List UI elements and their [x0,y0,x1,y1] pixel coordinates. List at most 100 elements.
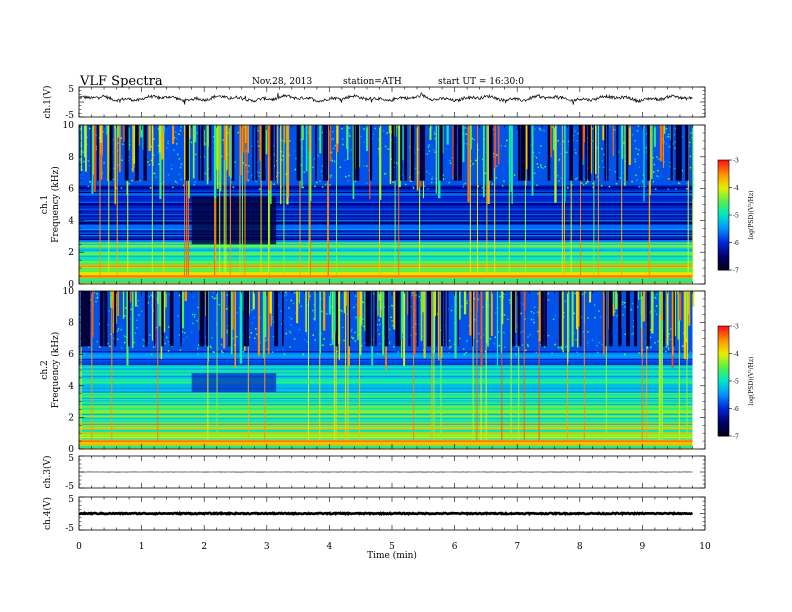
spectro-noise [423,185,426,187]
spectro-sferic [662,125,665,168]
spectro-noise [145,353,148,356]
spectro-noise [442,174,444,176]
spectro-noise [282,155,284,157]
colorbar-cell [718,251,729,254]
spectro-noise [495,177,498,179]
spectro-band [79,233,693,236]
spectro-noise [632,325,635,328]
spectro-gap [517,125,521,181]
spectro-noise [248,336,250,339]
spectro-sferic [330,125,332,162]
colorbar-cell [718,327,729,331]
spectro-sferic [122,291,125,319]
spectro-noise [330,151,333,153]
spectro-noise [665,143,668,145]
figure-title: VLF Spectra [79,74,163,89]
spectro-sferic [435,125,437,194]
spectro-noise [86,136,89,139]
spectro-noise [509,353,512,356]
spectro-noise [474,318,476,321]
spectro-noise [275,175,277,178]
colorbar-cell [718,382,729,386]
y-tick-label: 4 [68,382,74,392]
spectro-noise [313,158,316,160]
spectro-noise [382,130,385,132]
spectro-sferic [678,291,682,321]
spectro-noise [136,319,138,322]
spectro-sferic [429,125,432,141]
spectro-gap [618,291,622,347]
spectro-gap [262,125,266,181]
spectro-sferic-full [216,305,218,442]
spectro-sferic-full [538,341,540,442]
spectro-noise [303,171,305,174]
spectro-gap [663,291,665,347]
time-tick-label: 7 [514,542,520,552]
spectro-sferic-full [508,183,510,277]
spectro-band [79,375,693,378]
spectro-noise [250,332,252,334]
spectro-noise [431,181,433,184]
spectro-band [79,200,693,202]
spectro-noise [593,304,596,306]
spectro-sferic [661,291,664,330]
spectro-noise [336,350,338,353]
spectro-noise [312,166,314,169]
spectro-sferic [567,291,569,363]
spectro-noise [181,331,184,333]
spectro-noise [273,321,275,323]
spectro-sferic [194,125,197,143]
spectro-noise [96,341,99,343]
spectro-sferic [246,125,248,181]
time-tick-label: 0 [76,542,82,552]
spectro-noise [167,142,169,145]
spectro-noise [452,343,455,346]
spectro-noise [322,165,324,167]
y-tick-label: 0 [68,280,74,290]
colorbar-cell [718,183,729,187]
spectro-noise [690,132,693,134]
colorbar-cell [718,233,729,236]
y-tick-label: 5 [68,454,74,464]
spectro-noise [434,151,436,154]
colorbar-cell [718,198,729,201]
spectro-noise [653,163,656,166]
spectro-sferic [323,291,326,331]
spectro-band [79,413,693,416]
spectro-sferic-full [244,143,246,277]
spectro-noise [540,145,542,147]
spectro-sferic [352,125,355,200]
colorbar-cell [718,384,729,387]
header-start-ut: start UT = 16:30:0 [438,77,524,87]
spectro-noise [120,347,123,349]
spectro-sferic-full [379,199,381,277]
spectro-noise [637,148,640,151]
spectro-sferic-full [580,142,582,277]
spectro-noise [539,129,542,131]
spectro-sferic-full [431,323,433,442]
spectro-noise [621,301,624,303]
spectro-sferic [305,125,308,172]
spectro-noise [634,139,636,142]
spectro-sferic-full [394,158,396,277]
spectro-noise [678,182,680,185]
spectro-noise [235,335,238,338]
spectro-gap [684,125,689,181]
time-tick-label: 2 [201,542,207,552]
spectro-noise [497,331,499,333]
spectro-noise [341,127,343,130]
spectro-sferic [487,125,489,141]
spectro-sferic [401,291,404,334]
spectro-band [79,207,693,210]
spectro-noise [89,309,92,312]
spectro-noise [661,153,664,155]
spectro-sferic-full [597,174,599,277]
spectro-sferic [126,291,129,366]
spectro-sferic [301,125,303,189]
spectro-noise [652,171,655,173]
colorbar-cell [718,200,729,203]
spectro-noise [128,183,130,185]
spectro-noise [176,143,178,145]
spectro-noise [312,334,314,336]
spectro-band [79,202,693,205]
